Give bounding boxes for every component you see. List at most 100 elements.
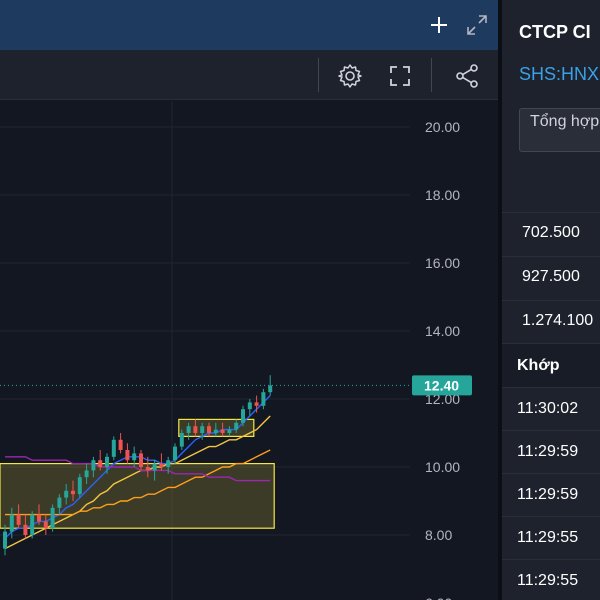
candle-body xyxy=(98,460,103,467)
candle xyxy=(98,450,103,471)
price-axis-label: 14.00 xyxy=(425,323,460,339)
matched-trades-header: Khớp xyxy=(502,343,600,387)
candle xyxy=(77,473,82,498)
fullscreen-button[interactable] xyxy=(386,62,414,90)
candlestick-series xyxy=(3,375,273,556)
trade-row[interactable]: 11:29:55 xyxy=(502,516,600,559)
price-axis-label: 8.00 xyxy=(425,527,452,543)
section-title-label: Khớp xyxy=(517,357,560,374)
price-axis-label: 20.00 xyxy=(425,119,460,135)
candle-body xyxy=(220,429,225,433)
trade-time: 11:29:55 xyxy=(517,572,579,589)
trade-row[interactable]: 11:29:59 xyxy=(502,473,600,516)
candle-body xyxy=(23,524,28,535)
candle xyxy=(111,436,116,461)
candle xyxy=(43,514,48,535)
candle xyxy=(179,429,184,450)
candle-body xyxy=(111,439,116,457)
moving-average-line xyxy=(4,395,271,539)
candle-body xyxy=(173,446,177,461)
gear-icon xyxy=(338,64,362,88)
candle xyxy=(173,443,177,464)
stock-info-panel: CTCP CI SHS:HNX Tổng hợp 702.500 927.500… xyxy=(502,0,600,600)
candle-body xyxy=(213,429,218,433)
candle xyxy=(84,463,89,484)
candle-body xyxy=(105,456,109,467)
candle-body xyxy=(227,429,232,433)
candle xyxy=(64,484,69,505)
candle-body xyxy=(207,426,211,433)
settings-button[interactable] xyxy=(336,62,364,90)
candle xyxy=(247,399,252,416)
candle xyxy=(166,456,171,474)
price-axis-label: 16.00 xyxy=(425,255,460,271)
moving-average-line xyxy=(5,456,271,482)
candle-body xyxy=(37,514,41,522)
candle xyxy=(71,480,75,501)
candle xyxy=(241,405,245,427)
stat-row: 702.500 xyxy=(502,212,600,252)
trade-time: 11:29:59 xyxy=(517,486,579,503)
stat-value: 927.500 xyxy=(522,268,580,285)
add-button[interactable] xyxy=(426,12,452,38)
panel-divider[interactable] xyxy=(498,0,502,600)
candle xyxy=(118,433,123,454)
candle xyxy=(207,422,211,437)
plus-icon xyxy=(431,17,447,33)
candle-body xyxy=(57,497,62,508)
current-price-marker: 12.40 xyxy=(412,375,472,396)
candle xyxy=(3,524,7,556)
trade-row[interactable]: 11:29:59 xyxy=(502,430,600,473)
candle-body xyxy=(241,409,245,423)
candle-body xyxy=(179,433,184,447)
share-button[interactable] xyxy=(453,62,481,90)
expand-button[interactable] xyxy=(464,12,490,38)
candle-body xyxy=(16,514,21,525)
trade-row[interactable]: 11:29:55 xyxy=(502,559,600,600)
candle xyxy=(57,494,62,515)
toolbar-divider xyxy=(431,58,432,92)
tab-summary[interactable]: Tổng hợp xyxy=(519,108,600,152)
candle xyxy=(234,419,239,433)
company-name: CTCP CI xyxy=(519,22,591,42)
candle xyxy=(105,453,109,474)
current-price-label: 12.40 xyxy=(424,377,459,393)
candle-body xyxy=(145,467,150,471)
candle xyxy=(50,504,55,532)
candle-body xyxy=(159,463,164,467)
candle-body xyxy=(71,490,75,495)
trade-row[interactable]: 11:30:02 xyxy=(502,387,600,430)
candle xyxy=(145,456,150,478)
candle-body xyxy=(139,453,143,467)
candle xyxy=(16,504,21,529)
ticker-symbol[interactable]: SHS:HNX xyxy=(519,64,600,84)
candle xyxy=(9,507,14,539)
current-price-tag xyxy=(412,375,472,396)
price-axis-label: 6.00 xyxy=(425,595,452,600)
candle xyxy=(261,388,266,410)
consolidation-zones xyxy=(0,418,275,529)
candle-body xyxy=(125,450,130,461)
candle-body xyxy=(166,460,171,467)
candle xyxy=(152,460,157,481)
candle-body xyxy=(152,463,157,471)
moving-average-line xyxy=(5,449,271,516)
candle xyxy=(125,443,130,464)
trade-time: 11:30:02 xyxy=(517,400,579,417)
fullscreen-icon xyxy=(390,66,410,86)
candle xyxy=(213,422,218,437)
candle-body xyxy=(91,460,96,471)
price-zone-box xyxy=(0,463,275,529)
candle-body xyxy=(3,531,7,549)
candle-body xyxy=(200,426,205,433)
candle-body xyxy=(193,426,198,433)
toolbar-divider xyxy=(318,58,319,92)
candle xyxy=(37,504,41,525)
price-axis-label: 18.00 xyxy=(425,187,460,203)
candle-body xyxy=(9,514,14,532)
candle xyxy=(132,446,137,467)
candle-body xyxy=(84,470,89,478)
